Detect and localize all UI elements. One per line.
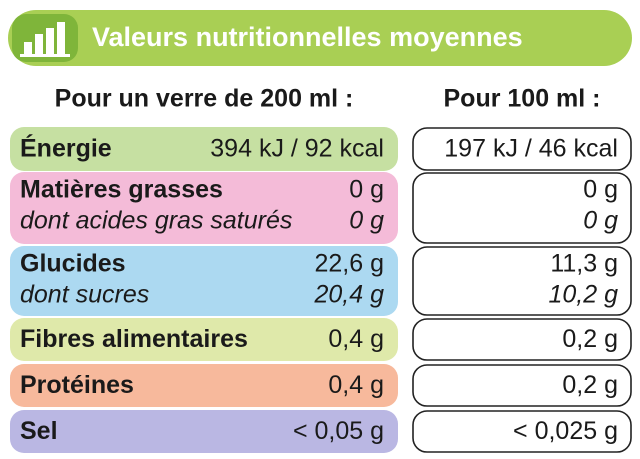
sub-label: dont acides gras saturés xyxy=(20,207,292,235)
row-background xyxy=(10,246,398,316)
value-box xyxy=(412,127,632,171)
nutrient-label: Protéines xyxy=(20,371,134,399)
row-background xyxy=(10,318,398,361)
rows: Énergie 394 kJ / 92 kcal 197 kJ / 46 kcal M… xyxy=(10,127,632,453)
nutrient-label: Fibres alimentaires xyxy=(20,325,248,353)
value-per-100ml: 0,2 g xyxy=(562,371,618,399)
value-per-100ml: 11,3 g xyxy=(550,250,618,278)
row-background xyxy=(10,127,398,171)
row-background xyxy=(10,172,398,244)
value-per-glass: 394 kJ / 92 kcal xyxy=(210,135,384,163)
value-per-glass: 0,4 g xyxy=(328,371,384,399)
value-box xyxy=(412,172,632,244)
sub-value-per-glass: 0 g xyxy=(349,207,384,235)
value-box xyxy=(412,246,632,316)
sub-label: dont sucres xyxy=(20,281,149,309)
value-per-glass: 0,4 g xyxy=(328,325,384,353)
bar-icon xyxy=(20,22,70,57)
nutrient-label: Glucides xyxy=(20,250,126,278)
value-per-glass: < 0,05 g xyxy=(293,417,384,445)
value-box xyxy=(412,318,632,361)
row-background xyxy=(10,364,398,407)
value-box xyxy=(412,364,632,407)
value-per-100ml: 197 kJ / 46 kcal xyxy=(444,135,618,163)
value-per-100ml: < 0,025 g xyxy=(513,417,618,445)
value-per-100ml: 0,2 g xyxy=(562,325,618,353)
sub-value-per-100ml: 0 g xyxy=(583,207,618,235)
column-header: Pour 100 ml : xyxy=(444,85,601,113)
sub-value-per-glass: 20,4 g xyxy=(313,281,384,309)
nutrient-label: Énergie xyxy=(20,134,112,163)
title: Valeurs nutritionnelles moyennes xyxy=(92,22,523,52)
value-per-glass: 22,6 g xyxy=(314,250,384,278)
title-banner xyxy=(8,10,632,66)
sub-value-per-100ml: 10,2 g xyxy=(548,281,618,309)
column-header: Pour un verre de 200 ml : xyxy=(55,85,354,113)
nutrient-label: Sel xyxy=(20,417,58,445)
value-per-glass: 0 g xyxy=(349,176,384,204)
value-box xyxy=(412,410,632,453)
row-background xyxy=(10,410,398,453)
value-per-100ml: 0 g xyxy=(583,176,618,204)
nutrient-label: Matières grasses xyxy=(20,176,223,204)
